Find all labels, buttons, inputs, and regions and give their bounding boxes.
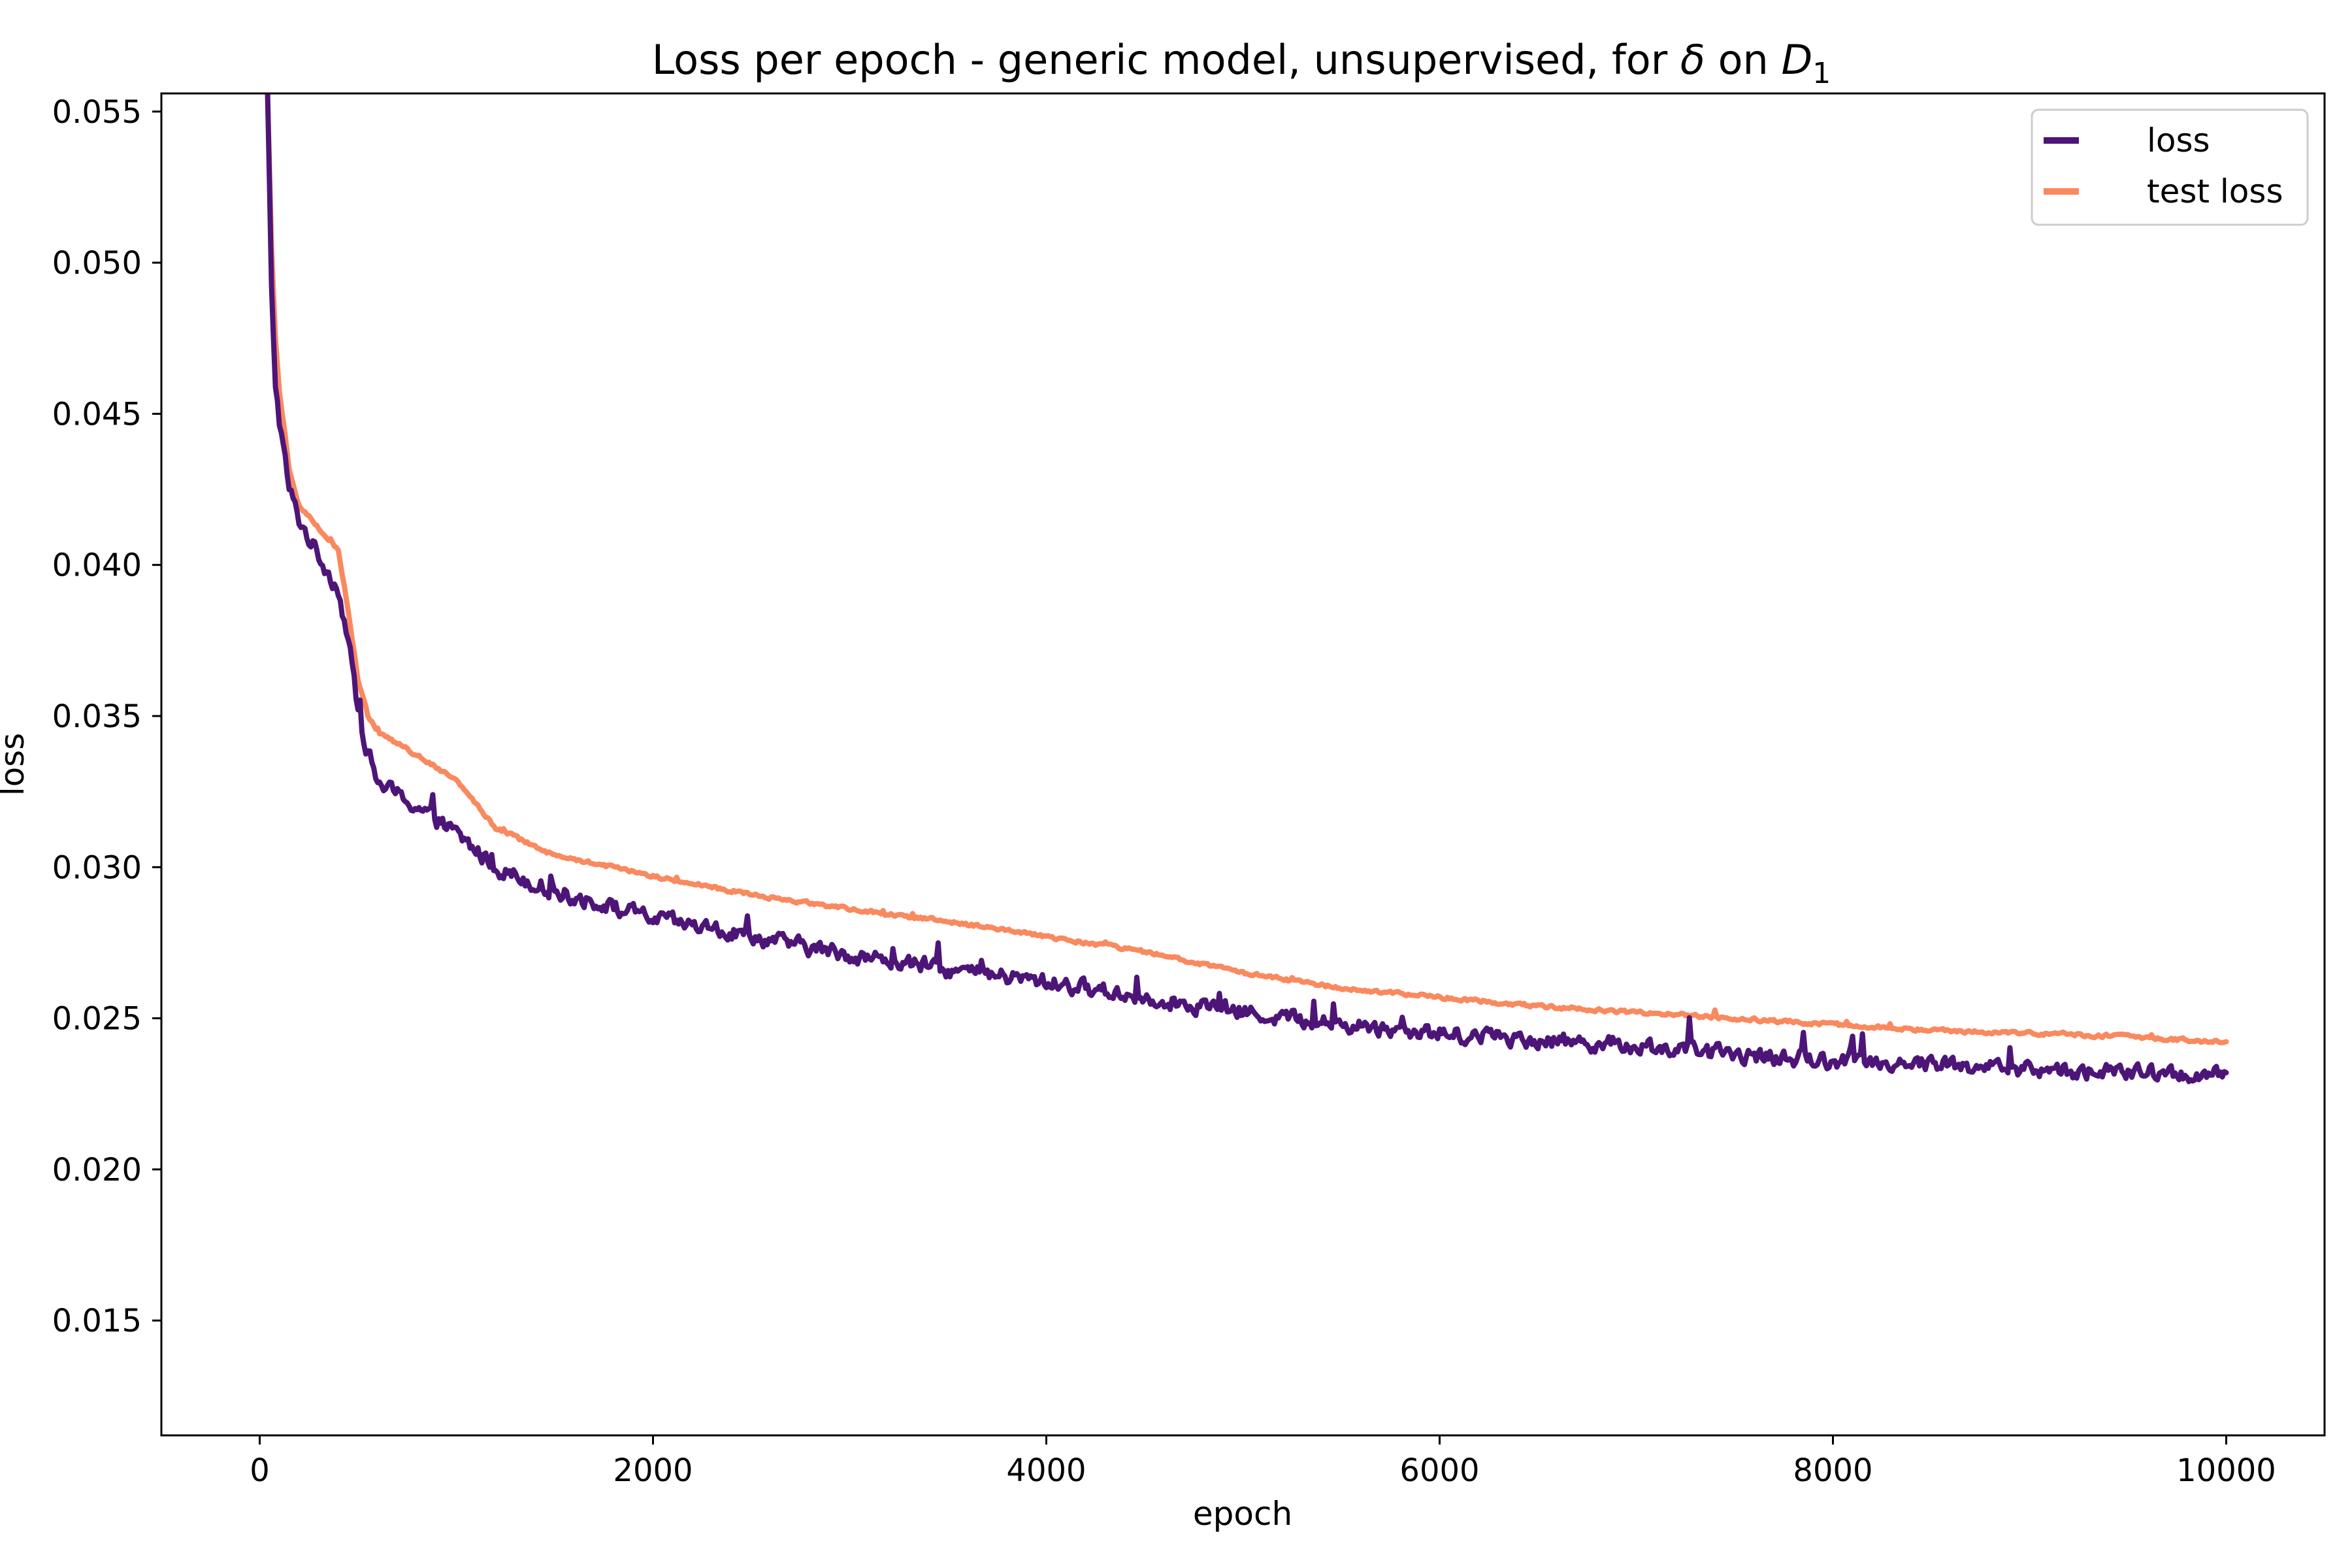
legend-label-test-loss: test loss [2147,172,2283,210]
series-line-loss [265,93,2229,1085]
y-axis-label: loss [0,733,31,796]
series-layer [265,93,2229,1085]
y-tick-label: 0.020 [52,1152,142,1188]
y-tick-label: 0.045 [52,396,142,433]
y-tick-label: 0.030 [52,849,142,886]
plot-area-frame [160,92,2326,1437]
x-axis-label: epoch [1193,1495,1292,1533]
y-tick-label: 0.015 [52,1303,142,1339]
x-tick-label: 10000 [2176,1452,2276,1489]
x-tick-label: 2000 [613,1452,693,1489]
x-tick-label: 8000 [1793,1452,1872,1489]
x-axis: 0 2000 4000 6000 8000 10000 [250,1435,2276,1489]
y-tick-label: 0.025 [52,1001,142,1037]
y-tick-label: 0.055 [52,94,142,131]
chart-title: Loss per epoch - generic model, unsuperv… [652,36,1831,90]
x-tick-label: 6000 [1399,1452,1479,1489]
y-tick-label: 0.035 [52,698,142,735]
legend: loss test loss [2031,108,2309,226]
y-tick-label: 0.040 [52,547,142,584]
x-tick-label: 4000 [1006,1452,1086,1489]
y-axis: 0.015 0.020 0.025 0.030 0.035 0.040 0.045 0.050… [52,94,161,1339]
series-line-test-loss [265,93,2229,1045]
legend-label-loss: loss [2147,122,2210,159]
legend-box [2031,108,2309,226]
x-tick-label: 0 [250,1452,270,1489]
y-tick-label: 0.050 [52,245,142,282]
